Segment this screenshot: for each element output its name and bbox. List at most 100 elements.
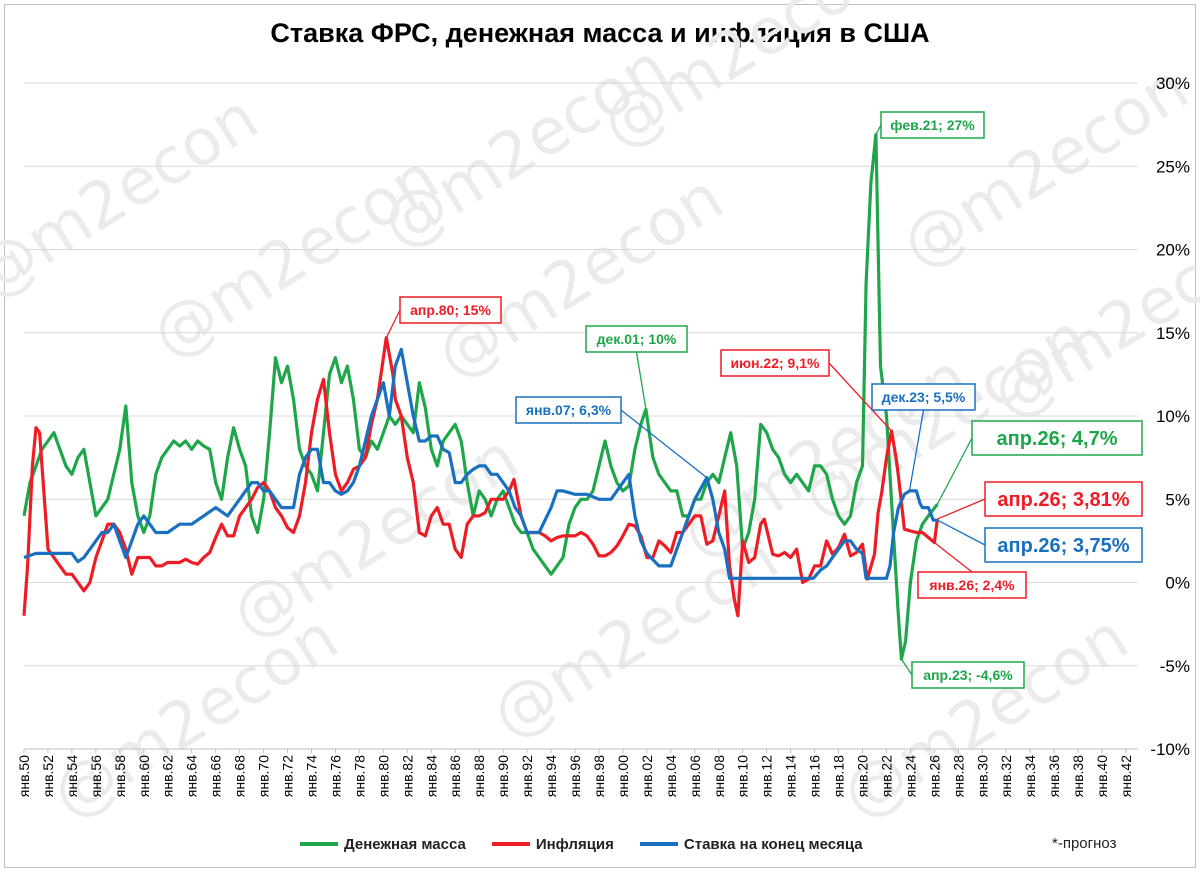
x-tick-label: янв.66 [208, 755, 224, 797]
x-tick-label: янв.10 [735, 755, 751, 797]
x-tick-label: янв.20 [854, 755, 870, 797]
x-tick-label: янв.84 [423, 755, 439, 797]
x-tick-label: янв.42 [1118, 755, 1134, 797]
x-tick-label: янв.28 [950, 755, 966, 797]
callout-box [720, 349, 830, 377]
x-tick-label: янв.90 [495, 755, 511, 797]
legend-item-fed-rate: Ставка на конец месяца [639, 835, 863, 853]
legend-item-inflation: Инфляция [491, 835, 614, 853]
x-tick-label: янв.54 [64, 755, 80, 797]
x-tick-label: янв.12 [759, 755, 775, 797]
x-tick-label: янв.98 [591, 755, 607, 797]
x-tick-label: янв.96 [567, 755, 583, 797]
y-tick-label: 15% [1156, 324, 1190, 343]
callout-label: апр.26; 4,7% [996, 428, 1117, 450]
legend-label: Ставка на конец месяца [683, 835, 863, 853]
callout-connector [937, 498, 986, 520]
callout-connector [875, 124, 882, 135]
legend-swatch [639, 842, 678, 846]
x-tick-label: янв.50 [16, 755, 32, 797]
callout-label: янв.26; 2,4% [929, 577, 1015, 593]
x-tick-label: янв.00 [615, 755, 631, 797]
callout-label: апр.23; -4,6% [923, 667, 1013, 683]
chart-title: Ставка ФРС, денежная масса и инфляция в … [270, 18, 930, 48]
x-tick-label: янв.94 [543, 755, 559, 797]
callout-label: дек.23; 5,5% [882, 389, 966, 405]
callout-label: апр.26; 3,81% [997, 489, 1129, 511]
x-tick-label: янв.56 [88, 755, 104, 797]
y-tick-label: -10% [1150, 740, 1190, 759]
legend: Денежная масса Инфляция Ставка на конец … [300, 832, 889, 856]
callout-box [911, 661, 1025, 689]
watermark-text: @m2econ [979, 201, 1200, 434]
series-line-inflation [22, 336, 939, 618]
x-axis-ticks: янв.50 янв.52 янв.54 янв.56 янв.58 янв.60 янв.… [16, 749, 1134, 797]
series-line-money-supply [22, 133, 939, 661]
callout-label: апр.80; 15% [410, 302, 491, 318]
x-tick-label: янв.02 [639, 755, 655, 797]
callout-box [984, 481, 1143, 517]
callout-box [515, 396, 622, 424]
x-tick-label: янв.22 [878, 755, 894, 797]
callout-box [984, 527, 1143, 563]
x-tick-label: янв.52 [40, 755, 56, 797]
legend-label: Инфляция [535, 835, 614, 853]
y-tick-label: 5% [1165, 490, 1190, 509]
x-tick-label: янв.76 [327, 755, 343, 797]
forecast-note: *-прогноз [1052, 835, 1117, 852]
x-tick-label: янв.70 [256, 755, 272, 797]
x-tick-label: янв.68 [232, 755, 248, 797]
x-tick-label: янв.04 [663, 755, 679, 797]
gridlines [24, 82, 1138, 750]
watermark-text: @m2econ [39, 601, 351, 834]
x-tick-label: янв.88 [471, 755, 487, 797]
x-tick-label: янв.24 [902, 755, 918, 797]
legend-swatch [491, 842, 530, 846]
callout-connector [620, 409, 708, 479]
y-tick-label: 25% [1156, 157, 1190, 176]
x-tick-label: янв.60 [136, 755, 152, 797]
x-tick-label: янв.80 [375, 755, 391, 797]
x-tick-label: янв.34 [1022, 755, 1038, 797]
x-tick-label: янв.14 [783, 755, 799, 797]
x-tick-label: янв.18 [831, 755, 847, 797]
x-tick-label: янв.08 [711, 755, 727, 797]
x-tick-label: янв.74 [303, 755, 319, 797]
x-tick-label: янв.30 [974, 755, 990, 797]
legend-swatch [300, 842, 338, 846]
legend-label: Денежная масса [344, 835, 466, 853]
callout-connector [933, 542, 973, 573]
series-line-fed-rate [23, 347, 938, 580]
callout-label: фев.21; 27% [890, 117, 975, 133]
callout-label: дек.01; 10% [597, 331, 677, 347]
callout-connector [937, 519, 986, 546]
x-tick-label: янв.06 [687, 755, 703, 797]
watermark-text: @m2econ [889, 51, 1200, 284]
x-tick-label: янв.72 [280, 755, 296, 797]
callouts: апр.80; 15% дек.01; 10% янв.07; 6,3% июн.22… [385, 111, 1143, 689]
y-axis-ticks: 30% 25% 20% 15% 10% 5% 0% -5% -10% [1150, 74, 1190, 759]
callout-label: апр.26; 3,75% [997, 535, 1129, 557]
x-tick-label: янв.36 [1046, 755, 1062, 797]
callout-connector [828, 362, 892, 432]
callout-connector [635, 351, 647, 410]
callout-box [871, 383, 976, 411]
x-tick-label: янв.82 [399, 755, 415, 797]
x-tick-label: янв.40 [1094, 755, 1110, 797]
series-lines [22, 133, 939, 661]
y-tick-label: -5% [1160, 657, 1190, 676]
y-tick-label: 10% [1156, 407, 1190, 426]
x-tick-label: янв.58 [112, 755, 128, 797]
legend-item-money-supply: Денежная масса [300, 836, 466, 853]
callout-box [971, 420, 1143, 456]
callout-label: июн.22; 9,1% [731, 355, 820, 371]
callout-box [399, 296, 502, 324]
watermark-text: @m2econ [479, 521, 791, 754]
x-tick-label: янв.62 [160, 755, 176, 797]
x-tick-label: янв.26 [926, 755, 942, 797]
callout-connector [900, 658, 913, 676]
x-tick-label: янв.64 [184, 755, 200, 797]
callout-box [880, 111, 985, 139]
y-tick-label: 0% [1165, 574, 1190, 593]
